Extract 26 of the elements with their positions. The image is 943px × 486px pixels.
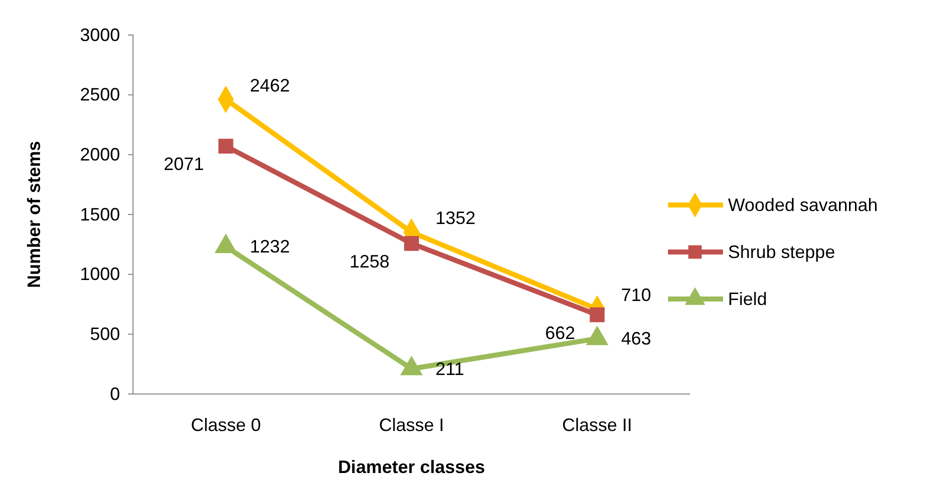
data-label: 710 <box>621 285 652 306</box>
x-tick-label: Classe I <box>378 414 444 435</box>
point <box>218 138 234 154</box>
legend-label: Shrub steppe <box>728 242 836 262</box>
data-label: 1232 <box>250 236 290 257</box>
y-tick-label: 3000 <box>80 24 120 45</box>
x-tick-label: Classe 0 <box>190 414 261 435</box>
x-tick-label: Classe II <box>562 414 632 435</box>
y-tick-label: 2500 <box>80 84 120 105</box>
data-label: 2462 <box>250 75 290 96</box>
data-label: 211 <box>436 358 464 379</box>
legend-label: Wooded savannah <box>728 195 878 215</box>
data-label: 662 <box>545 322 576 343</box>
y-tick-label: 0 <box>110 384 120 404</box>
data-label: 463 <box>621 328 652 349</box>
point <box>404 236 419 251</box>
y-tick-label: 1000 <box>80 264 120 284</box>
legend-label: Field <box>728 289 768 309</box>
data-label: 1352 <box>436 208 476 228</box>
data-label: 2071 <box>164 154 204 174</box>
y-axis-title: Number of stems <box>24 140 44 288</box>
y-tick-label: 500 <box>90 324 120 344</box>
data-label: 1258 <box>349 251 390 272</box>
x-axis-title: Diameter classes <box>338 457 486 477</box>
y-tick-label: 1500 <box>80 204 120 224</box>
y-tick-label: 2000 <box>80 144 120 164</box>
